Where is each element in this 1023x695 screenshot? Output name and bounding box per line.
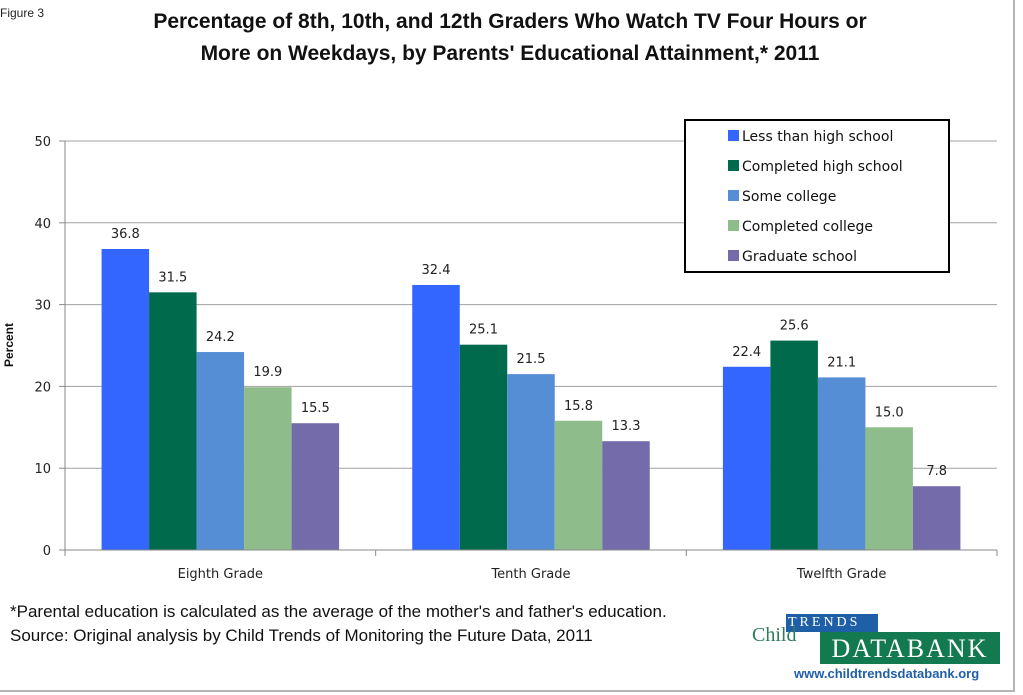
x-category-label: Twelfth Grade — [796, 567, 886, 582]
data-label: 32.4 — [422, 263, 451, 278]
legend-swatch — [728, 130, 739, 141]
legend: Less than high school Completed high scho… — [684, 119, 950, 273]
chart-title-line-2: More on Weekdays, by Parents' Educationa… — [200, 42, 820, 65]
legend-label: Graduate school — [742, 249, 857, 265]
frame-border-bottom — [0, 690, 1015, 692]
data-label: 13.3 — [612, 419, 641, 434]
legend-swatch — [728, 220, 739, 231]
legend-label: Less than high school — [742, 129, 893, 145]
data-label: 36.8 — [111, 227, 140, 242]
legend-label: Completed high school — [742, 159, 903, 175]
bar — [770, 340, 818, 550]
data-label: 19.9 — [253, 365, 282, 380]
y-tick-label: 0 — [43, 544, 51, 559]
bar — [722, 366, 771, 550]
x-category-label: Eighth Grade — [178, 567, 263, 582]
bar — [149, 292, 197, 550]
legend-label: Some college — [742, 189, 836, 205]
logo-databank: DATABANK — [820, 632, 1000, 664]
y-tick-label: 30 — [34, 299, 51, 314]
bar — [291, 423, 340, 550]
y-axis-label: Percent — [2, 323, 16, 367]
bar — [865, 427, 913, 550]
bar — [817, 377, 866, 550]
y-tick-label: 40 — [34, 217, 51, 232]
logo-url: www.childtrendsdatabank.org — [794, 666, 980, 681]
legend-swatch — [728, 250, 739, 261]
frame-border-right — [1013, 0, 1015, 690]
data-label: 21.5 — [517, 352, 546, 367]
y-axis: 0 10 20 30 40 50 — [34, 135, 66, 559]
data-label: 21.1 — [827, 355, 856, 370]
bar — [459, 344, 508, 550]
logo-trends: TRENDS — [786, 614, 878, 632]
footnote-source: Source: Original analysis by Child Trend… — [10, 626, 593, 645]
y-tick-label: 10 — [34, 462, 51, 477]
bar — [412, 284, 460, 550]
y-tick-label: 20 — [34, 380, 51, 395]
bar — [602, 441, 650, 550]
child-trends-logo: TRENDS Child DATABANK www.childtrendsdat… — [750, 612, 1005, 687]
chart-title: Percentage of 8th, 10th, and 12th Grader… — [100, 6, 920, 70]
data-label: 22.4 — [732, 345, 761, 360]
legend-swatch — [728, 190, 739, 201]
bar — [912, 486, 961, 550]
bar — [101, 248, 150, 550]
bar — [507, 374, 555, 550]
logo-child: Child — [752, 624, 797, 646]
x-category-label: Tenth Grade — [490, 567, 570, 582]
data-label: 15.8 — [564, 399, 593, 414]
figure-label: Figure 3 — [0, 6, 45, 20]
y-tick-label: 50 — [34, 135, 51, 150]
legend-swatch — [728, 160, 739, 171]
data-label: 15.0 — [875, 405, 904, 420]
data-label: 25.6 — [780, 319, 809, 334]
data-label: 7.8 — [926, 464, 947, 479]
bar — [244, 387, 292, 550]
legend-label: Completed college — [742, 219, 873, 235]
footnote-note: *Parental education is calculated as the… — [10, 602, 667, 621]
bars: 36.8 31.5 24.2 19.9 15.5 32.4 25.1 21.5 15.8 13.3… — [101, 227, 961, 550]
bar — [554, 420, 603, 550]
chart-title-line-1: Percentage of 8th, 10th, and 12th Grader… — [153, 10, 867, 33]
footnote: *Parental education is calculated as the… — [10, 600, 710, 648]
data-label: 15.5 — [301, 401, 330, 416]
data-label: 25.1 — [469, 323, 498, 338]
bar — [196, 352, 245, 550]
data-label: 24.2 — [206, 330, 235, 345]
bar-chart: 0 10 20 30 40 50 36.8 31.5 24.2 19.9 15.5 32.4 25.1… — [2, 119, 998, 582]
data-label: 31.5 — [158, 270, 187, 285]
x-axis: Eighth Grade Tenth Grade Twelfth Grade — [64, 549, 998, 582]
